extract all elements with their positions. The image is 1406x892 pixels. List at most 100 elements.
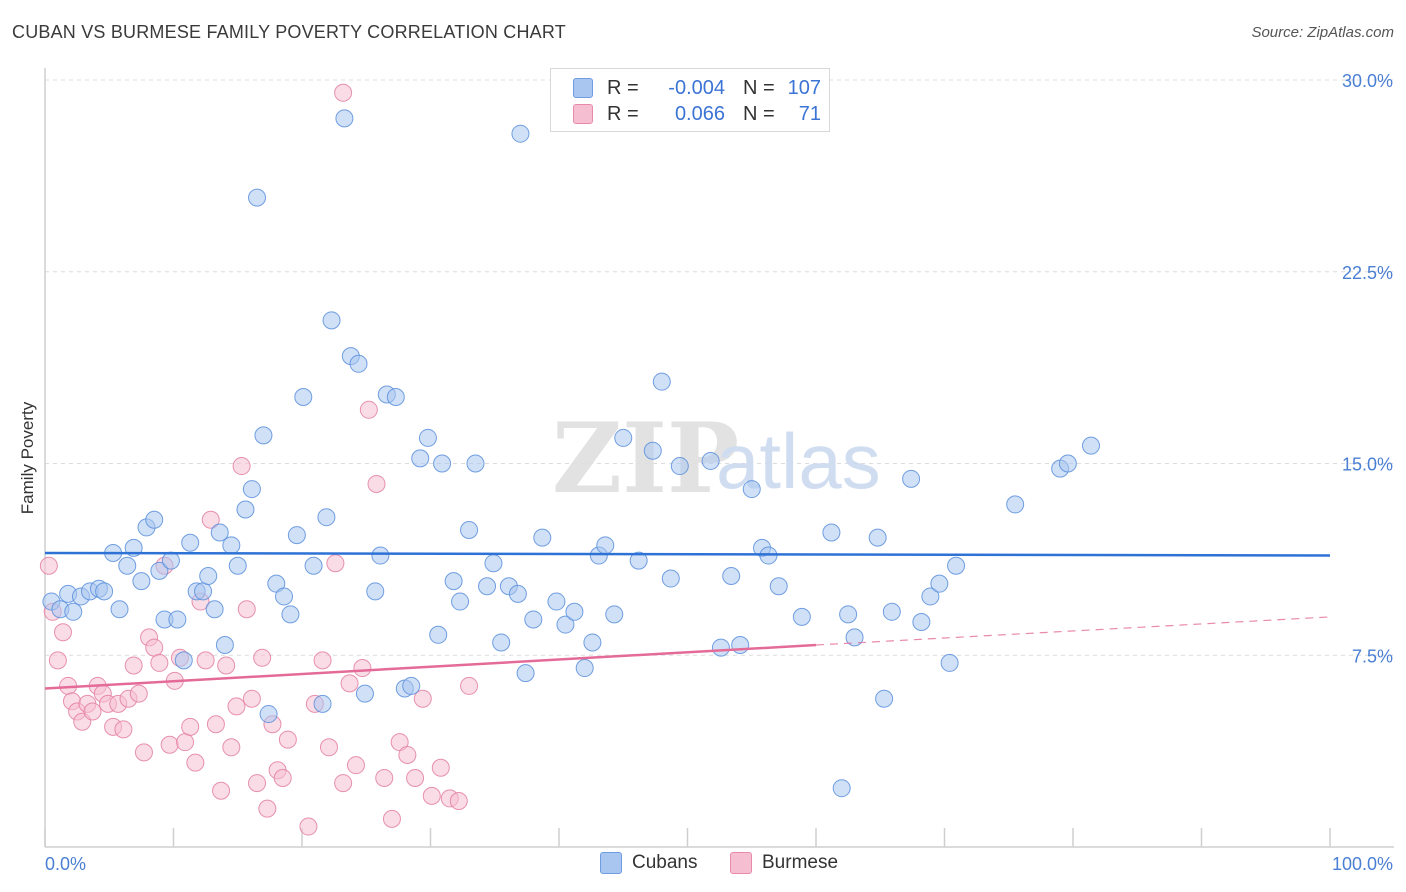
burmese-point (375, 768, 394, 787)
cubans-point (875, 689, 894, 708)
burmese-point (460, 676, 479, 695)
burmese-point (413, 689, 432, 708)
cubans-point (912, 613, 931, 632)
cubans-point (565, 602, 584, 621)
x-tick-label: 100.0% (1332, 854, 1393, 874)
burmese-point (196, 651, 215, 670)
cubans-point (317, 508, 336, 527)
legend-r-label: R = (607, 102, 639, 125)
y-tick-label: 30.0% (1342, 71, 1393, 91)
burmese-point (217, 656, 236, 675)
cubans-point (614, 428, 633, 447)
cubans-point (661, 569, 680, 588)
burmese-point (53, 623, 72, 642)
burmese-point (367, 474, 386, 493)
y-tick-label: 15.0% (1342, 455, 1393, 475)
burmese-point (359, 400, 378, 419)
burmese-point (150, 653, 169, 672)
stats-legend: R = -0.004 N = 107 R = 0.066 N = 71 (550, 68, 830, 132)
burmese-legend-label: Burmese (762, 852, 839, 873)
cubans-point (466, 454, 485, 473)
cubans-point (429, 625, 448, 644)
burmese-point (129, 684, 148, 703)
burmese-point (145, 638, 164, 657)
cubans-point (335, 109, 354, 128)
burmese-point (353, 659, 372, 678)
cubans-point (444, 572, 463, 591)
cubans-point (236, 500, 255, 519)
cubans-point (1058, 454, 1077, 473)
cubans-point (902, 469, 921, 488)
burmese-point (258, 799, 277, 818)
watermark-atlas: atlas (716, 417, 881, 505)
cubans-point (556, 615, 575, 634)
cubans-point (596, 536, 615, 555)
cubans-point (402, 676, 421, 695)
cubans-point (511, 124, 530, 143)
cubans-point (484, 554, 503, 573)
cubans-point (575, 659, 594, 678)
cubans-point (670, 457, 689, 476)
cubans-point (516, 664, 535, 683)
cubans-point (386, 388, 405, 407)
legend-item-cubans[interactable]: Cubans (600, 852, 698, 874)
burmese-points (39, 83, 479, 836)
cubans-point (583, 633, 602, 652)
cubans-point (701, 451, 720, 470)
legend-item-burmese[interactable]: Burmese (730, 852, 838, 874)
burmese-point (201, 510, 220, 529)
cubans-point (248, 188, 267, 207)
burmese-point (319, 738, 338, 757)
cubans-point (411, 449, 430, 468)
burmese-point (48, 651, 67, 670)
cubans-point (222, 536, 241, 555)
cubans-point (792, 607, 811, 626)
cubans-point (242, 480, 261, 499)
cubans-point (161, 551, 180, 570)
cubans-point (418, 428, 437, 447)
cubans-point (210, 523, 229, 542)
burmese-point (134, 743, 153, 762)
cubans-point (492, 633, 511, 652)
burmese-point (181, 717, 200, 736)
cubans-point (524, 610, 543, 629)
burmese-point (160, 735, 179, 754)
cubans-point (294, 388, 313, 407)
legend-swatch-burmese (573, 104, 593, 124)
burmese-point (382, 809, 401, 828)
burmese-point (186, 753, 205, 772)
cubans-point (940, 653, 959, 672)
legend-r-label: R = (607, 76, 639, 99)
burmese-point (83, 702, 102, 721)
chart-title: CUBAN VS BURMESE FAMILY POVERTY CORRELAT… (12, 22, 566, 42)
legend-r-value: -0.004 (668, 76, 725, 99)
cubans-point (313, 694, 332, 713)
cubans-point (460, 520, 479, 539)
cubans-point (199, 566, 218, 585)
cubans-point (822, 523, 841, 542)
burmese-point (114, 720, 133, 739)
cubans-point (547, 592, 566, 611)
legend-n-label: N = (743, 102, 775, 125)
cubans-point (64, 602, 83, 621)
grid-lines (45, 79, 1394, 656)
burmese-point (248, 774, 267, 793)
cubans-point (605, 605, 624, 624)
cubans-point (839, 605, 858, 624)
legend-n-value: 107 (787, 76, 821, 99)
cubans-point (1006, 495, 1025, 514)
cubans-point (132, 572, 151, 591)
cubans-point (711, 638, 730, 657)
burmese-point (340, 674, 359, 693)
burmese-point (431, 758, 450, 777)
cubans-point (228, 556, 247, 575)
cubans-point (150, 561, 169, 580)
cubans-point (882, 602, 901, 621)
cubans-point (254, 426, 273, 445)
cubans-point (110, 600, 129, 619)
burmese-point (326, 554, 345, 573)
legend-r-value: 0.066 (674, 102, 725, 125)
burmese-point (449, 791, 468, 810)
cubans-point (366, 582, 385, 601)
cubans-point (643, 441, 662, 460)
